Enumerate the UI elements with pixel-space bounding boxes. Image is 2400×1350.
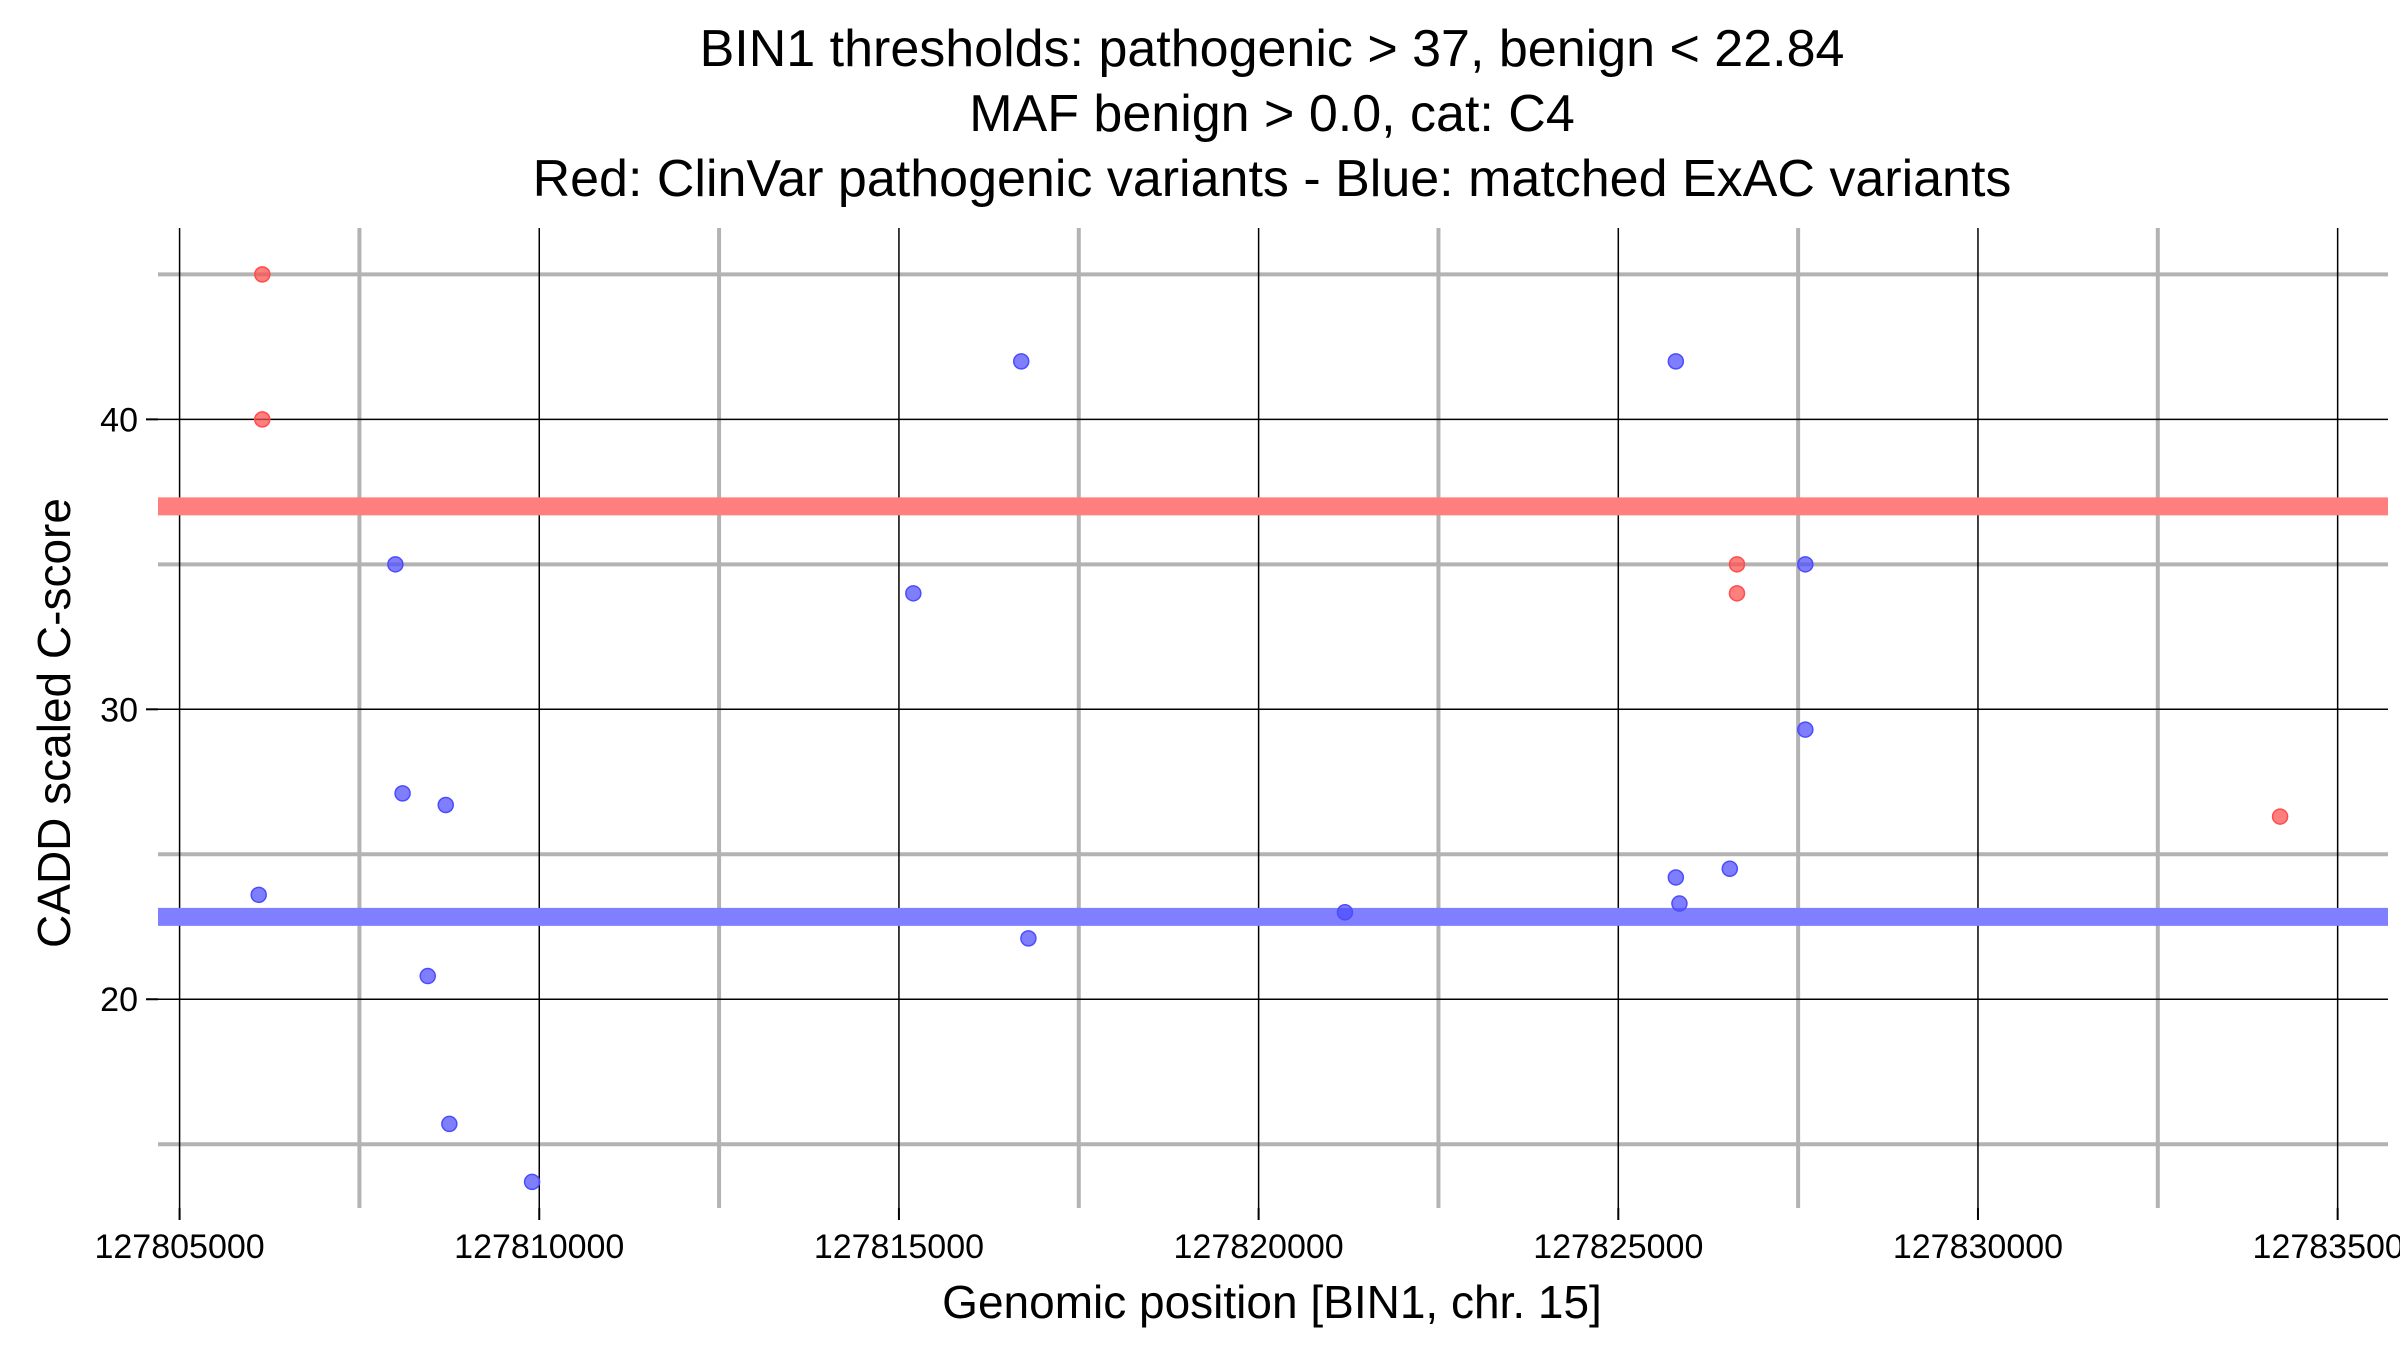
x-tick-label: 127835000 [2253,1228,2400,1266]
x-tick-label: 127830000 [1893,1228,2063,1266]
exac-point [1020,930,1037,947]
y-tick-label: 20 [100,981,138,1019]
title-line-3: Red: ClinVar pathogenic variants - Blue:… [533,150,2012,208]
title-line-2: MAF benign > 0.0, cat: C4 [969,85,1575,143]
x-tick-label: 127810000 [454,1228,624,1266]
exac-point [1797,556,1814,573]
clinvar-point [1728,585,1746,602]
exac-point [250,886,267,904]
clinvar-point [254,411,271,428]
exac-point [1721,860,1739,878]
title-line-1: BIN1 thresholds: pathogenic > 37, benign… [700,20,1845,78]
x-tick-label: 127805000 [94,1228,264,1266]
threshold-lines [158,497,2388,926]
exac-point [419,967,437,985]
clinvar-point [2271,808,2289,825]
exac-point [437,796,454,814]
clinvar-point [254,266,271,283]
clinvar-point [1728,556,1746,573]
x-tick-label: 127815000 [814,1228,984,1266]
exac-point [905,585,922,602]
y-axis-title: CADD scaled C-score [28,498,80,948]
exac-point [523,1173,541,1191]
chart-title: BIN1 thresholds: pathogenic > 37, benign… [533,20,2012,208]
exac-point [394,785,411,802]
data-points [250,266,2289,1191]
y-axis: 20 30 40 [100,401,158,1019]
exac-point [1012,353,1030,370]
minor-gridlines [158,228,2388,1208]
x-tick-label: 127825000 [1533,1228,1703,1266]
x-axis-title: Genomic position [BIN1, chr. 15] [942,1276,1602,1328]
exac-point [1336,904,1354,921]
exac-point [1667,353,1685,370]
exac-point [1667,869,1685,886]
exac-point [1671,895,1688,912]
exac-point [441,1115,458,1133]
y-tick-label: 30 [100,691,138,729]
exac-point [1797,721,1814,738]
y-tick-label: 40 [100,401,138,439]
exac-point [387,556,404,573]
x-tick-label: 127820000 [1174,1228,1344,1266]
x-axis: 127805000 127810000 127815000 127820000 1278… [94,1208,2400,1266]
major-gridlines [158,228,2388,1208]
